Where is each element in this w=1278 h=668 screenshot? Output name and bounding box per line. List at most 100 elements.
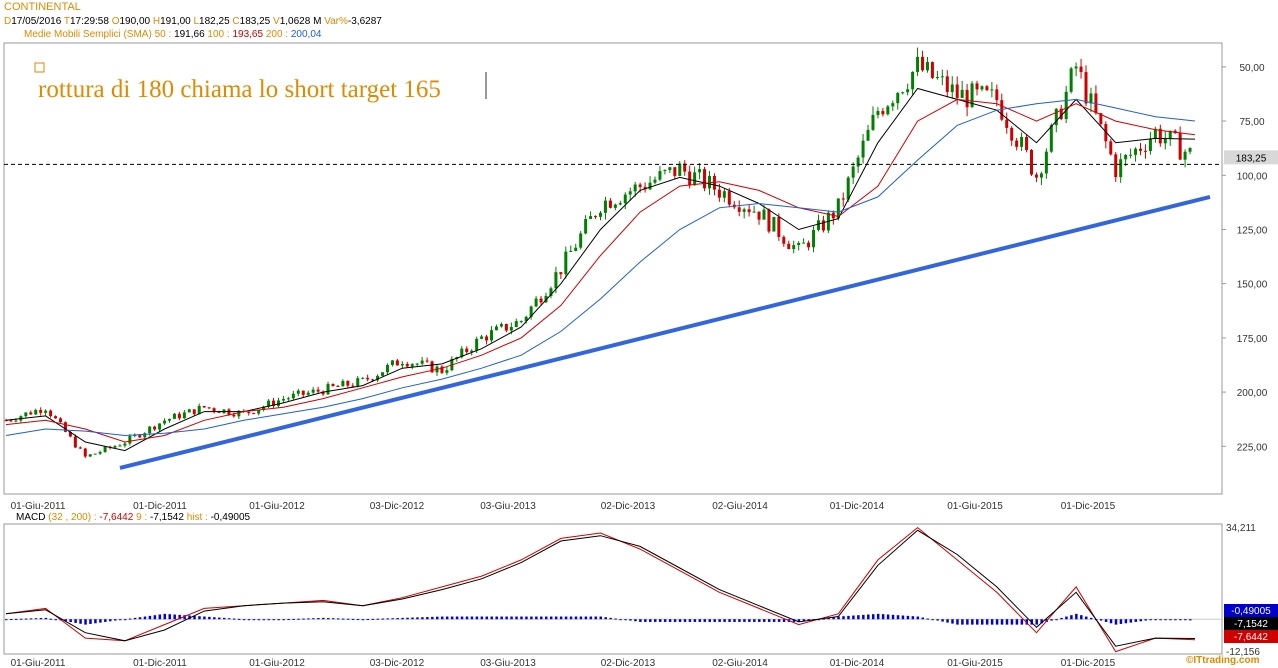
candle-body <box>272 400 276 406</box>
candle-body <box>88 454 92 457</box>
macd-hist-bar <box>351 618 355 620</box>
macd-hist-bar <box>465 616 469 620</box>
macd-hist-bar <box>109 619 112 622</box>
candle-body <box>1188 148 1192 152</box>
macd-hist-bar <box>79 619 82 624</box>
candle-body <box>519 321 523 323</box>
candle-body <box>1148 138 1152 152</box>
macd-hist-bar <box>327 618 330 620</box>
macd-hist-bar <box>74 619 77 623</box>
macd-hist-bar <box>629 619 632 621</box>
macd-hist-bar <box>307 618 310 620</box>
macd-hist-bar <box>371 618 375 620</box>
candle-body <box>366 377 370 380</box>
candle-body <box>703 169 707 189</box>
macd-hist-bar <box>203 616 206 620</box>
macd-hist-bar <box>956 619 959 625</box>
candle-body <box>197 406 201 415</box>
candle-body <box>98 451 102 454</box>
candle-body <box>1143 150 1147 152</box>
candle-body <box>797 242 801 246</box>
candle-body <box>960 89 964 98</box>
macd-hist-bar <box>302 618 305 620</box>
candle-body <box>177 413 181 419</box>
quote-line: D17/05/2016 T17:29:58 O190,00 H191,00 L1… <box>4 16 382 28</box>
candle-body <box>237 410 241 417</box>
macd-hist-bar <box>1149 619 1152 621</box>
macd-hist-bar <box>1129 619 1133 623</box>
candle-body <box>1000 100 1004 120</box>
candle-body <box>1139 148 1143 151</box>
candle-body <box>311 389 315 393</box>
macd-hist-bar <box>69 619 72 623</box>
y-tick-label-1: 200,00 <box>1237 388 1268 399</box>
macd-hist-bar <box>485 616 489 620</box>
candle-body <box>73 436 77 448</box>
candle-body <box>1163 139 1167 144</box>
candle-body <box>514 321 518 327</box>
candle-body <box>351 385 355 387</box>
macd-x-tick-1: 01-Dic-2011 <box>133 658 187 668</box>
candle-body <box>717 189 721 198</box>
macd-hist-bar <box>554 616 558 620</box>
macd-hist-bar <box>916 616 920 620</box>
price-x-tick-8: 01-Giu-2015 <box>947 501 1003 512</box>
macd-x-tick-8: 01-Giu-2015 <box>947 658 1003 668</box>
candle-body <box>405 363 409 367</box>
candle-body <box>792 245 796 250</box>
candle-body <box>24 412 28 417</box>
macd-hist-bar <box>322 617 325 620</box>
macd-hist-bar <box>896 615 900 620</box>
candle-body <box>153 426 157 430</box>
macd-hist-bar <box>837 616 840 620</box>
candle-body <box>767 209 771 232</box>
y-tick-label-5: 100,00 <box>1237 171 1268 182</box>
price-y-axis: 225,00 200,00 175,00 150,00 125,00 100,00 75,0… <box>1222 63 1268 453</box>
sma200-line <box>5 98 1196 437</box>
macd-hist-bar <box>34 618 38 620</box>
macd-hist-bar <box>242 619 246 621</box>
macd-x-tick-9: 01-Dic-2015 <box>1061 658 1116 668</box>
macd-hist-bar <box>584 616 588 620</box>
candle-body <box>425 360 429 362</box>
macd-hist-bar <box>862 614 865 620</box>
macd-hist-bar <box>693 619 697 622</box>
candle-body <box>812 229 816 248</box>
candle-body <box>787 243 791 250</box>
y-tick-label-4: 125,00 <box>1237 225 1268 236</box>
candle-body <box>29 412 33 415</box>
macd-hist-bar <box>252 619 256 621</box>
candle-body <box>633 184 637 192</box>
price-x-tick-6: 02-Giu-2014 <box>712 501 768 512</box>
macd-hist-bar <box>213 617 216 620</box>
macd-hist-bar <box>891 614 895 620</box>
macd-hist-bar <box>1139 619 1143 622</box>
candle-body <box>1129 154 1133 156</box>
candle-body <box>876 111 880 115</box>
macd-hist-bar <box>118 619 122 621</box>
macd-hist-bar <box>128 618 132 620</box>
macd-hist-bar <box>143 616 147 620</box>
candle-body <box>281 398 285 401</box>
candle-body <box>356 378 360 387</box>
candle-body <box>608 200 612 208</box>
candle-body <box>683 163 687 172</box>
macd-hist-bar <box>663 619 667 622</box>
macd-hist-bar <box>971 619 974 625</box>
macd-hist-bar <box>579 616 583 620</box>
macd-hist-bar <box>1089 617 1093 620</box>
candle-body <box>821 220 825 231</box>
macd-hist-bar <box>842 616 845 620</box>
macd-hist-bar <box>495 616 498 620</box>
macd-hist-bar <box>267 619 271 621</box>
macd-hist-bar <box>416 617 419 620</box>
macd-hist-bar <box>262 619 266 621</box>
macd-hist-bar <box>19 618 23 620</box>
candle-body <box>698 169 702 173</box>
candle-body <box>445 370 449 373</box>
candle-body <box>83 448 87 457</box>
macd-hist-bar <box>1114 619 1118 625</box>
macd-hist-bar <box>535 616 538 620</box>
candle-body <box>68 431 72 437</box>
macd-hist-bar <box>985 619 989 625</box>
